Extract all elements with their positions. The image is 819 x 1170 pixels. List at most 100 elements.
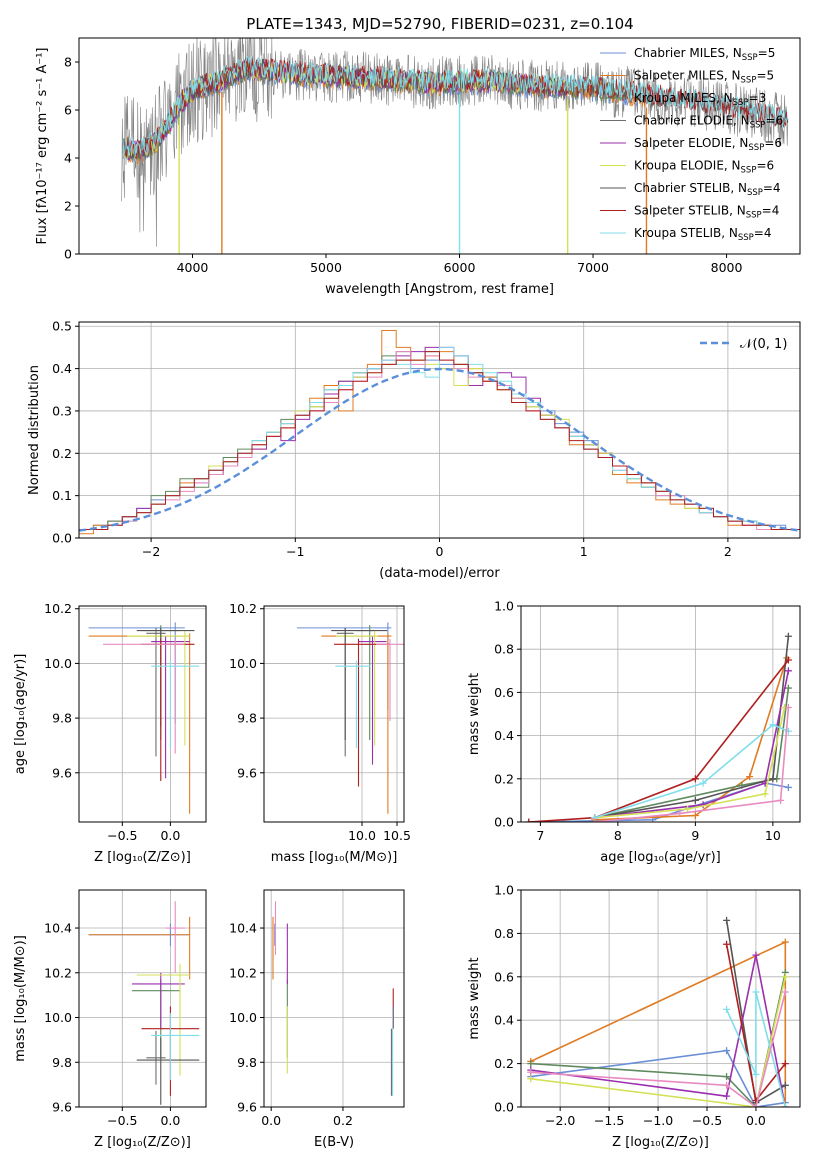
mass-weight-line [594, 687, 790, 819]
x-tick-label: 10.0 [348, 828, 376, 843]
panel-8: −2.0 −1.5 −1.0 −0.5 0.0 0.0 0.2 0.4 0.6 0.8 1.0 Z [… [467, 883, 801, 1150]
y-tick-label: 9.6 [237, 1100, 257, 1115]
x-tick-label: 10 [765, 828, 781, 843]
mass-weight-line [530, 1049, 786, 1107]
legend-label-sub: SSP [742, 53, 758, 63]
y-tick-label: 10.4 [229, 921, 257, 936]
legend-label: Salpeter ELODIE, NSSP=6 [634, 136, 782, 153]
plus-marker [781, 973, 789, 981]
plus-marker [752, 988, 760, 996]
x-tick-label: 0.2 [333, 1113, 353, 1128]
x-axis-label: Z [log₁₀(Z/Z⊙)] [612, 1135, 709, 1150]
y-tick-label: 9.8 [52, 711, 72, 726]
y-tick-label: 9.8 [237, 1055, 257, 1070]
legend-label-tail: =4 [762, 204, 780, 218]
legend-label-main: Kroupa MILES, N [634, 91, 733, 105]
error-bar-point [136, 963, 190, 1076]
x-tick-label: 0.0 [746, 1113, 766, 1128]
plus-marker [527, 1060, 535, 1068]
x-tick-label: −2.0 [545, 1113, 575, 1128]
plot-area [121, 38, 789, 254]
y-tick-label: 10.0 [44, 1010, 72, 1025]
x-tick-label: 2 [724, 544, 732, 559]
x-axis-label: age [log₁₀(age/yr)] [600, 850, 721, 865]
legend-label-sub: SSP [747, 188, 763, 198]
y-tick-label: 10.2 [229, 601, 257, 616]
plus-marker [761, 790, 769, 798]
x-tick-label: 1 [580, 544, 588, 559]
plus-marker [769, 721, 777, 729]
axes-frame [263, 605, 405, 823]
y-tick-label: 0.6 [494, 969, 514, 984]
legend-label-tail: =6 [756, 159, 774, 173]
plot-area [79, 330, 800, 538]
error-bar-point [335, 660, 371, 749]
legend-label-main: Salpeter STELIB, N [634, 204, 746, 218]
axes-frame [520, 605, 801, 823]
axes-frame [263, 889, 405, 1108]
plus-marker [746, 773, 754, 781]
y-tick-label: 10.2 [44, 601, 72, 616]
y-axis-label: mass weight [467, 957, 482, 1039]
y-tick-label: 0.3 [52, 403, 72, 418]
legend-label: Chabrier MILES, NSSP=5 [634, 46, 775, 63]
legend-label-main: Kroupa STELIB, N [634, 226, 738, 240]
error-bar-point [151, 660, 200, 749]
x-tick-label: −0.5 [107, 828, 137, 843]
plus-marker [699, 779, 707, 787]
mass-weight-line [594, 723, 789, 819]
legend-label-tail: =6 [764, 136, 782, 150]
y-tick-label: 6 [64, 103, 72, 118]
plus-marker [723, 916, 731, 924]
plus-marker [769, 775, 777, 783]
plus-marker [752, 951, 760, 959]
x-axis-label: wavelength [Angstrom, rest frame] [325, 282, 554, 297]
x-tick-label: 4000 [177, 260, 209, 275]
y-tick-label: 9.6 [52, 1100, 72, 1115]
y-tick-label: 2 [64, 199, 72, 214]
mass-weight-line [530, 991, 787, 1107]
y-tick-label: 0.2 [494, 771, 514, 786]
error-bar-point [103, 638, 185, 754]
x-tick-label: −1 [286, 544, 304, 559]
plus-marker [691, 796, 699, 804]
y-tick-label: 10.0 [44, 656, 72, 671]
plot-area [272, 901, 394, 1096]
mass-weight-line [594, 707, 786, 819]
error-bar-point [165, 901, 185, 973]
x-axis-label: (data-model)/error [379, 566, 500, 581]
plus-marker [781, 1081, 789, 1089]
y-tick-label: 0.2 [52, 446, 72, 461]
y-axis-label: mass weight [467, 673, 482, 755]
x-tick-label: 8 [614, 828, 622, 843]
error-bar-point [136, 1037, 200, 1105]
y-tick-label: 9.8 [237, 711, 257, 726]
legend-label: Chabrier STELIB, NSSP=4 [634, 181, 781, 198]
legend-label-tail: =5 [758, 46, 776, 60]
model-spectrum-line [122, 55, 789, 157]
panel-2: −2 −1 0 1 2 0.0 0.1 0.2 0.3 0.4 0.5 (data-model)/er… [27, 319, 801, 581]
plus-marker [784, 783, 792, 791]
legend-label-sub: SSP [738, 233, 754, 243]
y-tick-label: 0.1 [52, 488, 72, 503]
x-axis-label: Z [log₁₀(Z/Z⊙)] [94, 850, 191, 865]
x-tick-label: 0.0 [261, 1113, 281, 1128]
legend-label-sub: SSP [741, 76, 757, 86]
x-tick-label: 5000 [310, 260, 342, 275]
y-tick-label: 10.2 [44, 965, 72, 980]
legend-label-tail: =4 [754, 226, 772, 240]
y-tick-label: 9.6 [237, 765, 257, 780]
legend-label-main: Kroupa ELODIE, N [634, 159, 741, 173]
legend-label-sub: SSP [733, 98, 749, 108]
plus-marker [781, 1103, 789, 1107]
x-tick-label: −0.5 [692, 1113, 722, 1128]
legend-label-main: Chabrier ELODIE, N [634, 114, 750, 128]
plus-marker [777, 796, 785, 804]
plus-marker [723, 1081, 731, 1089]
legend-label: Salpeter STELIB, NSSP=4 [634, 204, 779, 221]
error-bar-point [131, 972, 185, 1029]
y-tick-label: 9.6 [52, 765, 72, 780]
legend-label-tail: =6 [766, 114, 784, 128]
